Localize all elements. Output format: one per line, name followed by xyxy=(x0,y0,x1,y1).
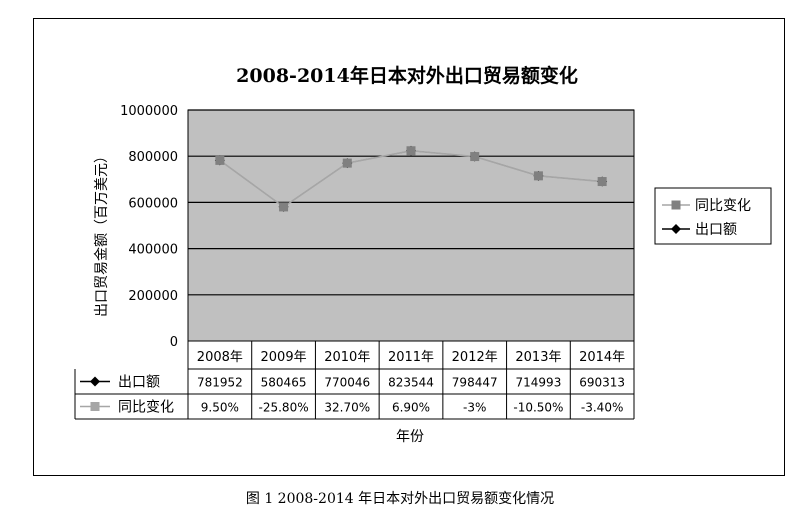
table-cell: 690313 xyxy=(579,376,625,390)
y-tick-label: 0 xyxy=(170,335,178,350)
table-legend-marker xyxy=(90,376,100,387)
data-point xyxy=(215,155,225,165)
table-cell: -3% xyxy=(463,401,486,415)
x-axis-label: 年份 xyxy=(396,429,424,445)
data-point xyxy=(470,152,480,162)
table-row-label: 同比变化 xyxy=(118,400,174,416)
x-tick-label: 2014年 xyxy=(579,350,625,365)
legend-box xyxy=(654,187,772,245)
table-cell: 823544 xyxy=(388,376,434,390)
y-tick-label: 200000 xyxy=(128,289,178,304)
table-cell: -10.50% xyxy=(513,401,563,415)
legend-marker xyxy=(671,200,681,210)
data-point xyxy=(597,177,607,187)
x-tick-label: 2008年 xyxy=(197,350,243,365)
legend-label: 出口额 xyxy=(695,222,737,238)
table-cell: 714993 xyxy=(516,376,562,390)
x-tick-label: 2009年 xyxy=(261,350,307,365)
table-cell: -25.80% xyxy=(259,401,309,415)
table-cell: 770046 xyxy=(324,376,370,390)
data-point xyxy=(533,171,543,181)
chart: 2008-2014年日本对外出口贸易额变化 1000000 800000 60000… xyxy=(74,64,772,445)
table-cell: -3.40% xyxy=(581,401,623,415)
table-cell: 32.70% xyxy=(324,401,370,415)
data-point xyxy=(342,158,352,168)
table-cell: 9.50% xyxy=(201,401,239,415)
chart-title: 2008-2014年日本对外出口贸易额变化 xyxy=(236,64,578,87)
series-lines xyxy=(214,145,608,212)
x-tick-label: 2012年 xyxy=(452,350,498,365)
table-row-label: 出口额 xyxy=(118,375,160,391)
y-tick-label: 400000 xyxy=(128,243,178,258)
table-cell: 580465 xyxy=(261,376,307,390)
y-tick-label: 1000000 xyxy=(120,104,178,119)
legend-label: 同比变化 xyxy=(695,198,751,214)
figure-caption: 图 1 2008-2014 年日本对外出口贸易额变化情况 xyxy=(245,491,555,507)
x-tick-label: 2011年 xyxy=(388,350,434,365)
y-axis-label: 出口贸易金额（百万美元） xyxy=(94,149,110,317)
plot-area xyxy=(187,109,635,342)
y-tick-label: 600000 xyxy=(128,196,178,211)
x-tick-label: 2010年 xyxy=(324,350,370,365)
table-cell: 798447 xyxy=(452,376,498,390)
table-cell: 6.90% xyxy=(392,401,430,415)
y-axis-ticks: 1000000 800000 600000 400000 200000 0 xyxy=(120,104,178,350)
table-legend-marker xyxy=(90,402,100,411)
legend-marker xyxy=(671,224,681,234)
data-point xyxy=(406,146,416,156)
table-cell: 781952 xyxy=(197,376,243,390)
x-tick-label: 2013年 xyxy=(515,350,561,365)
data-point xyxy=(279,202,289,212)
y-tick-label: 800000 xyxy=(128,150,178,165)
grid-lines xyxy=(188,109,634,296)
